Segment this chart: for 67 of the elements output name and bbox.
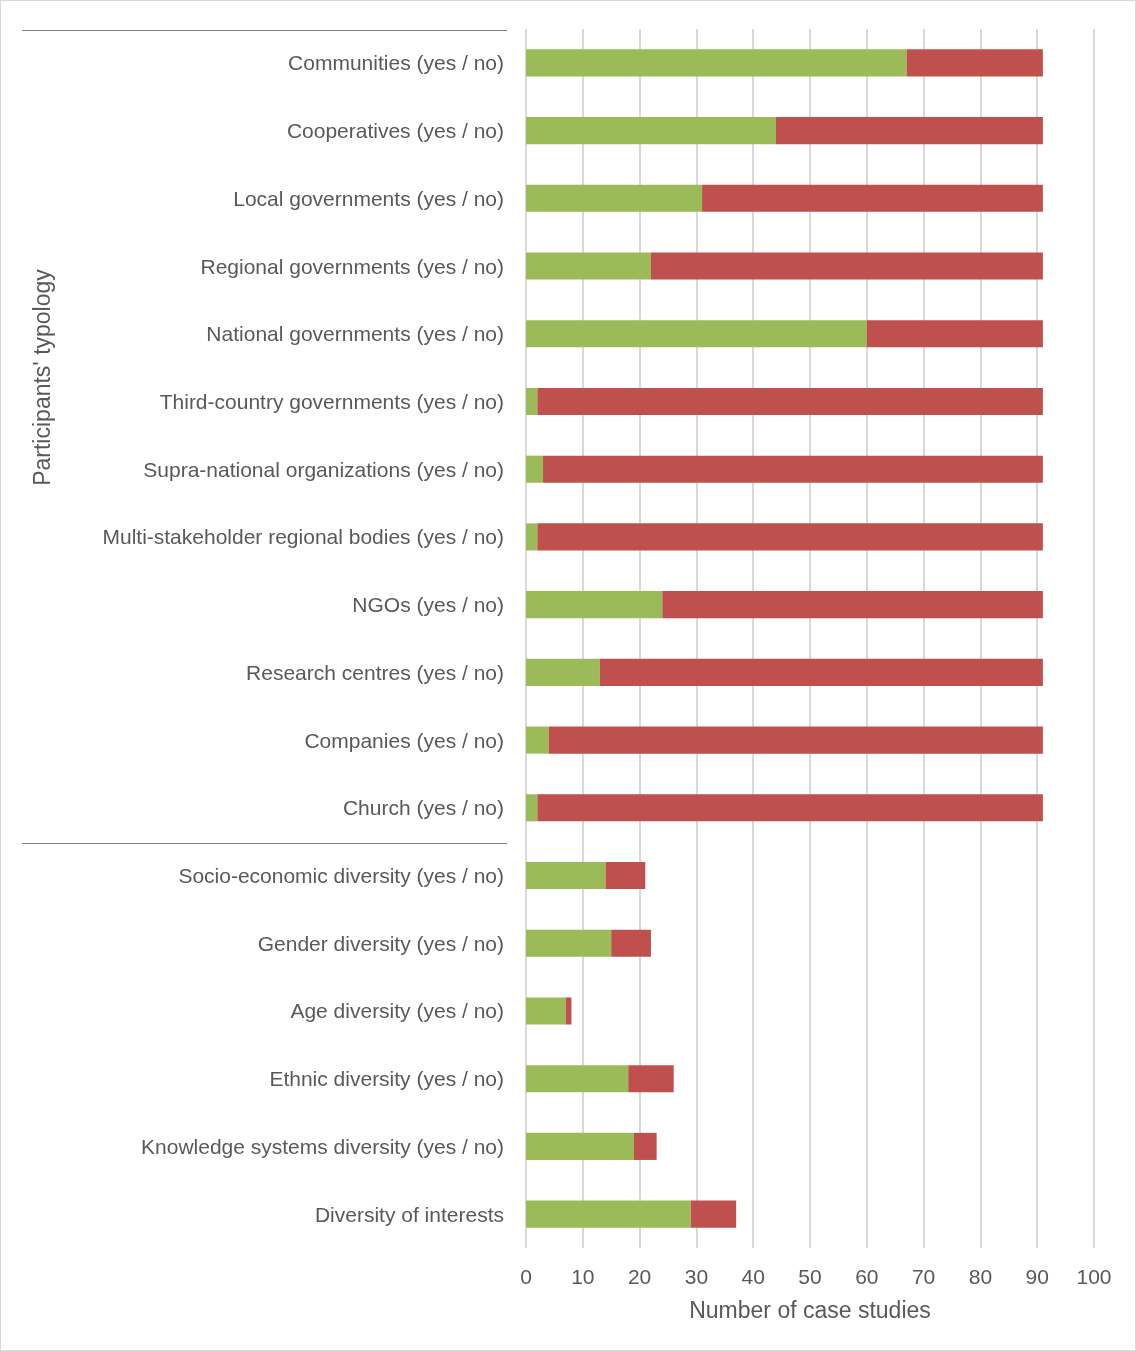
bar bbox=[526, 252, 651, 280]
bar bbox=[537, 387, 1043, 416]
bar bbox=[526, 523, 538, 551]
x-tick-label: 80 bbox=[968, 1265, 993, 1288]
bar bbox=[605, 861, 646, 890]
bar bbox=[702, 184, 1043, 212]
x-tick-label: 30 bbox=[684, 1265, 709, 1288]
bar bbox=[611, 929, 651, 957]
y-tick-label: Regional governments (yes / no) bbox=[200, 254, 504, 278]
y-tick-label: Knowledge systems diversity (yes / no) bbox=[141, 1134, 504, 1158]
bar bbox=[775, 117, 1043, 145]
y-tick-label: Local governments (yes / no) bbox=[233, 186, 504, 210]
y-tick-label: Companies (yes / no) bbox=[304, 728, 504, 752]
bar bbox=[543, 455, 1043, 483]
bar bbox=[526, 658, 600, 686]
bar bbox=[628, 1065, 674, 1093]
bar bbox=[526, 861, 606, 890]
bar bbox=[526, 320, 867, 348]
y-tick-label: Third-country governments (yes / no) bbox=[159, 389, 504, 413]
bar bbox=[866, 320, 1043, 348]
bar bbox=[526, 929, 612, 957]
y-tick-label: Research centres (yes / no) bbox=[246, 660, 504, 684]
bar bbox=[537, 794, 1043, 822]
bar bbox=[526, 794, 538, 822]
bar bbox=[548, 726, 1043, 754]
x-tick-label: 20 bbox=[627, 1265, 652, 1288]
bar bbox=[526, 117, 776, 145]
bar bbox=[526, 455, 544, 483]
y-tick-label: National governments (yes / no) bbox=[206, 322, 504, 346]
x-tick-label: 100 bbox=[1076, 1265, 1112, 1288]
bar bbox=[526, 726, 549, 754]
bar bbox=[633, 1132, 657, 1160]
y-tick-label: Socio-economic diversity (yes / no) bbox=[178, 864, 504, 888]
x-tick-label: 40 bbox=[741, 1265, 765, 1288]
bar bbox=[599, 658, 1043, 686]
bar bbox=[690, 1200, 737, 1228]
x-tick-label: 0 bbox=[520, 1265, 532, 1288]
bar bbox=[526, 49, 907, 77]
bar bbox=[526, 997, 566, 1025]
bar bbox=[662, 591, 1043, 619]
x-axis-title: Number of case studies bbox=[689, 1296, 931, 1323]
bar bbox=[906, 49, 1043, 77]
y-tick-label: Ethnic diversity (yes / no) bbox=[269, 1067, 504, 1091]
y-tick-label: Multi-stakeholder regional bodies (yes / no) bbox=[102, 525, 504, 549]
x-tick-label: 70 bbox=[911, 1265, 936, 1288]
y-tick-label: Church (yes / no) bbox=[342, 796, 504, 820]
bar bbox=[526, 184, 703, 212]
x-tick-label: 90 bbox=[1025, 1265, 1049, 1288]
y-tick-label: Age diversity (yes / no) bbox=[290, 999, 504, 1023]
y-tick-label: Cooperatives (yes / no) bbox=[286, 119, 504, 143]
y-tick-label: NGOs (yes / no) bbox=[352, 593, 504, 617]
bar bbox=[526, 387, 538, 416]
bar bbox=[526, 1200, 691, 1228]
bar bbox=[526, 1065, 629, 1093]
x-tick-label: 50 bbox=[798, 1265, 822, 1288]
y-tick-label: Supra-national organizations (yes / no) bbox=[143, 457, 504, 481]
bar bbox=[565, 997, 572, 1025]
x-tick-label: 10 bbox=[571, 1265, 595, 1288]
bar bbox=[526, 591, 663, 619]
y-axis-title: Participants' typology bbox=[28, 268, 56, 486]
bar bbox=[650, 252, 1043, 280]
y-tick-label: Diversity of interests bbox=[314, 1202, 504, 1226]
y-tick-label: Gender diversity (yes / no) bbox=[257, 931, 504, 955]
y-tick-label: Communities (yes / no) bbox=[288, 51, 504, 75]
bar bbox=[537, 523, 1043, 551]
bar bbox=[526, 1132, 634, 1160]
x-tick-label: 60 bbox=[855, 1265, 879, 1288]
